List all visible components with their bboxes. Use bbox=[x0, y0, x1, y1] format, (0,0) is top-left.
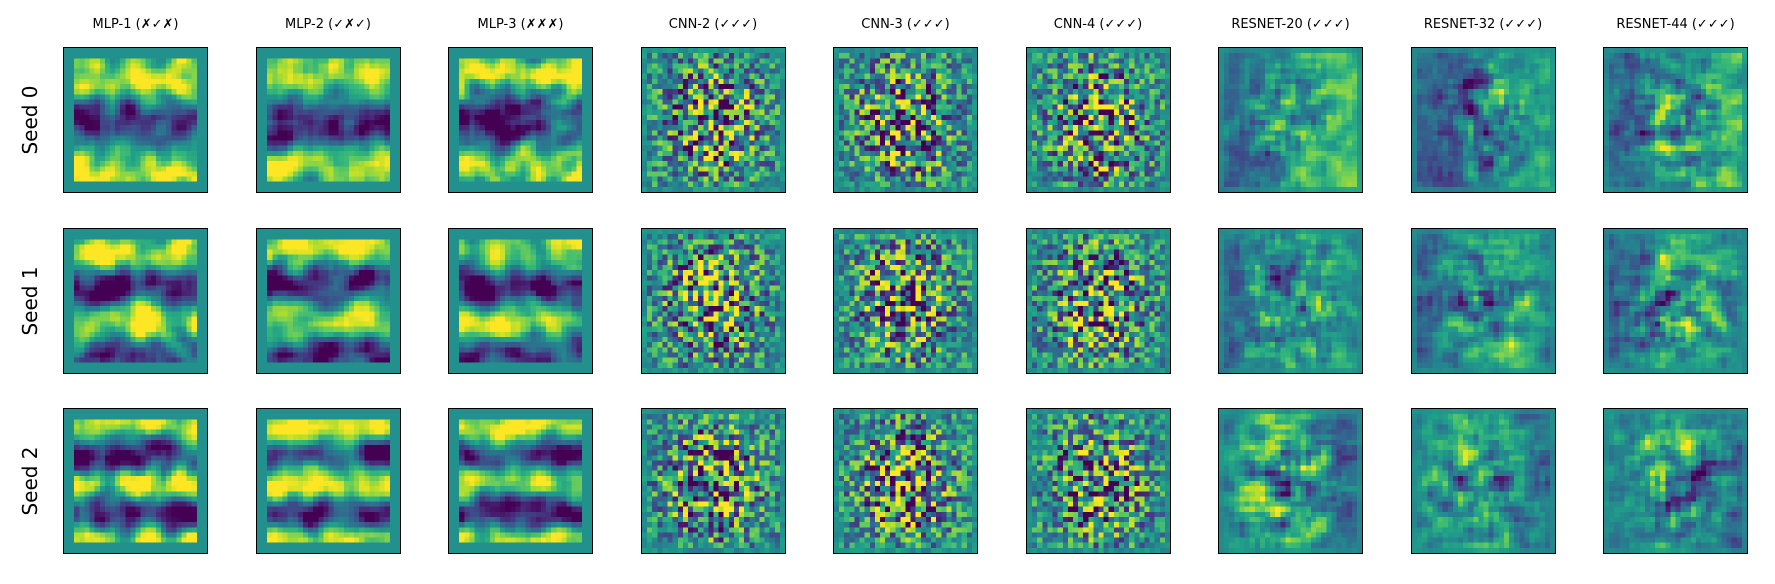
column-title: RESNET-20 (✓✓✓) bbox=[1231, 17, 1350, 32]
row-label: Seed 0 bbox=[18, 85, 42, 155]
heatmap-image bbox=[641, 409, 785, 553]
column-title: MLP-1 (✗✓✗) bbox=[92, 17, 179, 32]
column-title: CNN-4 (✓✓✓) bbox=[1053, 17, 1143, 32]
column-title: MLP-3 (✗✗✗) bbox=[477, 17, 564, 32]
heatmap-panel bbox=[1025, 228, 1171, 374]
heatmap-image bbox=[641, 48, 785, 192]
heatmap-image bbox=[1026, 229, 1170, 373]
heatmap-image bbox=[834, 229, 977, 373]
heatmap-image bbox=[1604, 48, 1747, 192]
column-title: CNN-3 (✓✓✓) bbox=[861, 17, 950, 32]
row-label: Seed 2 bbox=[18, 446, 42, 516]
heatmap-panel bbox=[1410, 228, 1556, 374]
column-title: RESNET-44 (✓✓✓) bbox=[1616, 17, 1735, 32]
heatmap-panel bbox=[1410, 408, 1556, 554]
column-title: CNN-2 (✓✓✓) bbox=[668, 17, 758, 32]
heatmap-image bbox=[256, 48, 400, 192]
heatmap-panel bbox=[640, 228, 786, 374]
heatmap-panel bbox=[63, 47, 208, 193]
heatmap-image bbox=[641, 229, 785, 373]
heatmap-image bbox=[1411, 48, 1555, 192]
heatmap-panel bbox=[1025, 47, 1171, 193]
heatmap-panel bbox=[833, 228, 978, 374]
heatmap-panel bbox=[833, 408, 978, 554]
heatmap-image bbox=[64, 229, 207, 373]
heatmap-image bbox=[449, 48, 592, 192]
heatmap-panel bbox=[448, 228, 593, 374]
heatmap-image bbox=[1219, 229, 1362, 373]
heatmap-image bbox=[834, 409, 977, 553]
heatmap-panel bbox=[255, 228, 401, 374]
heatmap-image bbox=[64, 48, 207, 192]
heatmap-image bbox=[1219, 409, 1362, 553]
heatmap-panel bbox=[63, 408, 208, 554]
heatmap-image bbox=[449, 409, 592, 553]
heatmap-panel bbox=[1025, 408, 1171, 554]
heatmap-panel bbox=[1218, 228, 1363, 374]
heatmap-panel bbox=[1218, 408, 1363, 554]
heatmap-image bbox=[1219, 48, 1362, 192]
heatmap-image bbox=[1411, 229, 1555, 373]
heatmap-panel bbox=[640, 408, 786, 554]
column-title: RESNET-32 (✓✓✓) bbox=[1423, 17, 1543, 32]
heatmap-panel bbox=[1410, 47, 1556, 193]
heatmap-image bbox=[256, 229, 400, 373]
column-title: MLP-2 (✓✗✓) bbox=[285, 17, 371, 32]
heatmap-panel bbox=[640, 47, 786, 193]
row-label: Seed 1 bbox=[18, 266, 42, 336]
heatmap-image bbox=[834, 48, 977, 192]
heatmap-panel bbox=[1218, 47, 1363, 193]
heatmap-image bbox=[1604, 409, 1747, 553]
heatmap-panel bbox=[448, 408, 593, 554]
heatmap-panel bbox=[1603, 408, 1748, 554]
heatmap-image bbox=[1604, 229, 1747, 373]
heatmap-panel bbox=[1603, 47, 1748, 193]
heatmap-image bbox=[1026, 409, 1170, 553]
heatmap-panel bbox=[833, 47, 978, 193]
heatmap-image bbox=[256, 409, 400, 553]
heatmap-panel bbox=[255, 47, 401, 193]
heatmap-image bbox=[1026, 48, 1170, 192]
heatmap-panel bbox=[1603, 228, 1748, 374]
heatmap-panel bbox=[448, 47, 593, 193]
heatmap-image bbox=[1411, 409, 1555, 553]
heatmap-image bbox=[449, 229, 592, 373]
heatmap-image bbox=[64, 409, 207, 553]
heatmap-panel bbox=[63, 228, 208, 374]
heatmap-panel bbox=[255, 408, 401, 554]
